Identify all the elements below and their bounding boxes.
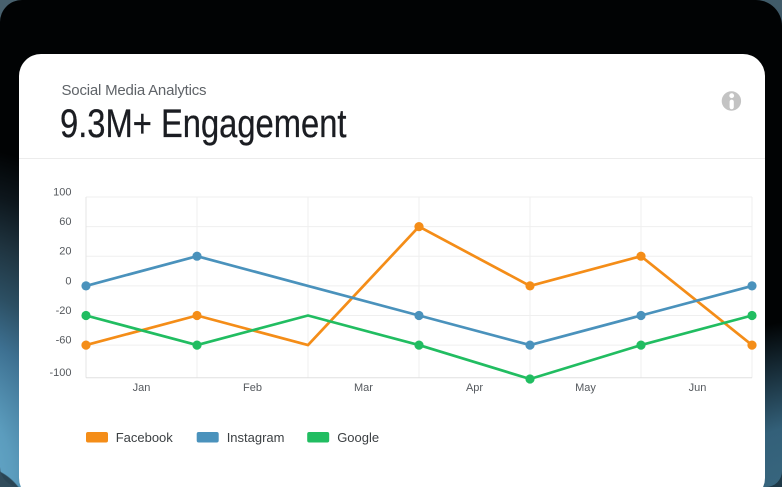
svg-text:60: 60 xyxy=(59,216,71,228)
svg-text:-60: -60 xyxy=(56,335,72,347)
svg-text:100: 100 xyxy=(53,187,71,199)
svg-text:Mar: Mar xyxy=(354,382,373,394)
svg-text:Jan: Jan xyxy=(133,382,151,394)
svg-text:-100: -100 xyxy=(49,367,71,379)
svg-text:Feb: Feb xyxy=(243,382,262,394)
svg-text:Google: Google xyxy=(337,430,379,445)
svg-text:Facebook: Facebook xyxy=(116,430,174,445)
svg-text:-20: -20 xyxy=(56,305,72,317)
svg-text:0: 0 xyxy=(65,275,71,287)
svg-text:Instagram: Instagram xyxy=(227,430,285,445)
svg-text:May: May xyxy=(575,382,596,394)
svg-text:Jun: Jun xyxy=(689,382,707,394)
svg-text:20: 20 xyxy=(59,246,71,258)
svg-text:Apr: Apr xyxy=(466,382,483,394)
